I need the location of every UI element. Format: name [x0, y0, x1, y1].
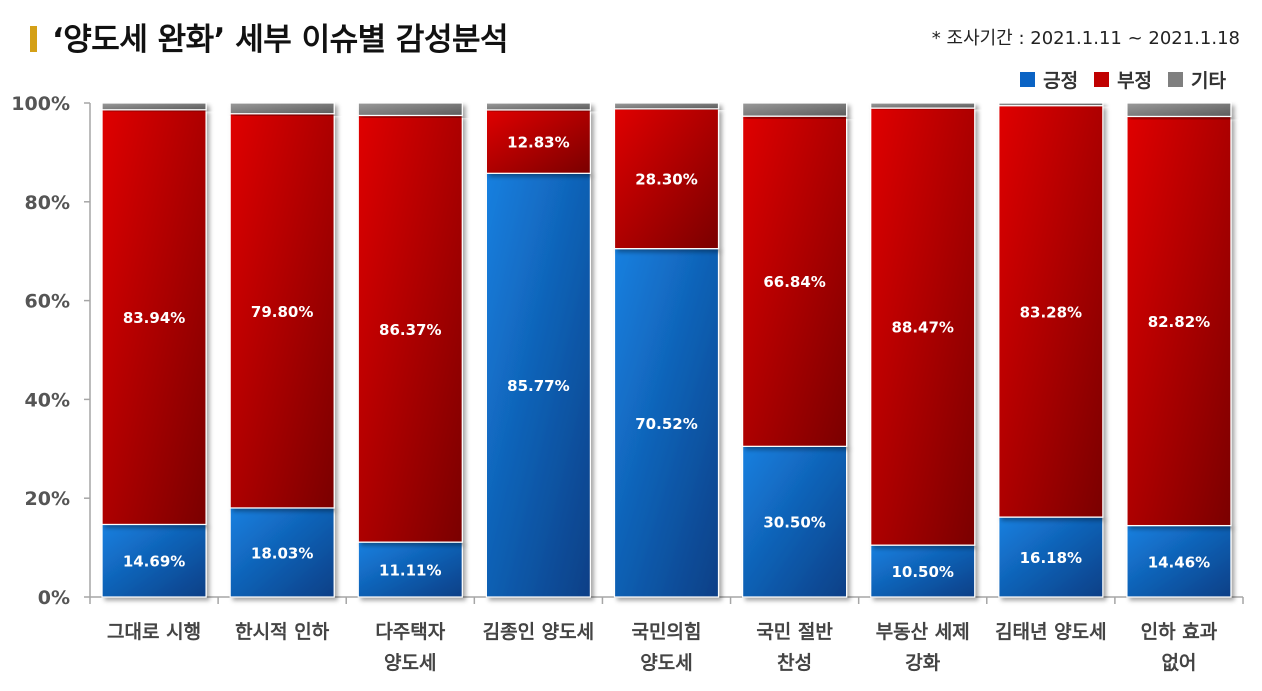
data-label: 14.46%: [1148, 553, 1210, 571]
y-tick-label: 0%: [38, 587, 70, 609]
bars: [101, 102, 1232, 598]
data-label: 11.11%: [379, 562, 441, 580]
data-label: 30.50%: [763, 514, 825, 532]
data-label: 70.52%: [635, 415, 697, 433]
bar-segment-negative: [357, 114, 463, 543]
data-label: 86.37%: [379, 321, 441, 339]
data-label: 14.69%: [123, 553, 185, 571]
bar-segment-other: [485, 102, 591, 111]
bar-segment-negative: [485, 109, 591, 174]
bar-segment-negative: [613, 108, 720, 250]
bar-segment-other: [998, 102, 1104, 107]
y-tick-label: 60%: [25, 291, 70, 313]
bar-segment-negative: [229, 113, 335, 509]
bar-segment-negative: [1126, 115, 1232, 527]
bar-segment-other: [357, 102, 463, 117]
x-tick-label: 양도세: [640, 652, 692, 674]
legend-item-other: 기타: [1168, 66, 1226, 93]
bar-segment-positive: [870, 544, 976, 598]
y-tick-label: 100%: [11, 93, 70, 115]
y-tick-label: 80%: [25, 192, 70, 214]
legend-swatch-negative: [1094, 72, 1110, 87]
bar-segment-other: [870, 102, 976, 109]
bar-segment-negative: [742, 115, 848, 447]
bar-segment-other: [742, 102, 848, 117]
x-tick-label: 다주택자: [375, 621, 445, 643]
data-label: 82.82%: [1148, 313, 1210, 331]
x-tick-label: 그대로 시행: [107, 621, 201, 643]
x-tick-label: 국민의힘: [632, 621, 702, 643]
data-label: 12.83%: [507, 134, 569, 152]
x-tick-label: 국민 절반: [756, 621, 833, 643]
survey-period: * 조사기간 : 2021.1.11 ~ 2021.1.18: [931, 28, 1240, 49]
bar-segment-other: [101, 102, 207, 111]
bar-segment-positive: [613, 248, 720, 598]
y-tick-label: 40%: [25, 389, 70, 411]
data-labels: 14.69% 83.94% 18.03% 79.80% 11.11% 86.37% 85.7…: [123, 134, 1210, 581]
x-tick-label: 인하 효과: [1141, 621, 1218, 643]
data-label: 88.47%: [891, 319, 953, 337]
x-tick-label: 김태년 양도세: [995, 621, 1107, 643]
bar-segment-negative: [870, 107, 976, 546]
data-label: 66.84%: [763, 273, 825, 291]
title-accent-bar: [30, 26, 37, 52]
x-tick-label: 없어: [1161, 652, 1196, 674]
data-label: 83.94%: [123, 309, 185, 327]
data-label: 83.28%: [1020, 303, 1082, 321]
legend: 긍정 부정 기타: [1020, 66, 1226, 93]
x-tick-label: 찬성: [777, 652, 812, 674]
data-label: 79.80%: [251, 303, 313, 321]
bar-segment-positive: [357, 541, 463, 598]
x-tick-label: 한시적 인하: [235, 621, 330, 643]
bar-segment-other: [613, 102, 720, 110]
data-label: 85.77%: [507, 377, 569, 395]
bar-segment-negative: [998, 105, 1104, 518]
legend-item-positive: 긍정: [1020, 66, 1078, 93]
legend-swatch-other: [1168, 72, 1184, 87]
chart-title: ‘양도세 완화’ 세부 이슈별 감성분석: [52, 22, 509, 58]
bar-segment-other: [1126, 102, 1232, 118]
x-tick-label: 김종인 양도세: [483, 621, 595, 643]
bar-segment-positive: [1126, 524, 1232, 598]
bar-segment-positive: [998, 516, 1104, 598]
data-label: 10.50%: [891, 563, 953, 581]
legend-item-negative: 부정: [1094, 66, 1152, 93]
bar-segment-positive: [485, 172, 591, 598]
data-label: 18.03%: [251, 544, 313, 562]
y-tick-label: 20%: [25, 488, 70, 510]
legend-label-other: 기타: [1191, 70, 1226, 92]
x-tick-label: 양도세: [384, 652, 436, 674]
x-tick-label: 부동산 세제: [876, 621, 970, 643]
legend-label-positive: 긍정: [1043, 70, 1079, 92]
bar-segment-positive: [229, 507, 335, 598]
legend-label-negative: 부정: [1117, 70, 1153, 92]
legend-swatch-positive: [1020, 72, 1036, 87]
x-tick-label: 강화: [905, 652, 940, 674]
data-label: 28.30%: [635, 171, 697, 189]
data-label: 16.18%: [1020, 549, 1082, 567]
bar-segment-other: [229, 102, 335, 115]
